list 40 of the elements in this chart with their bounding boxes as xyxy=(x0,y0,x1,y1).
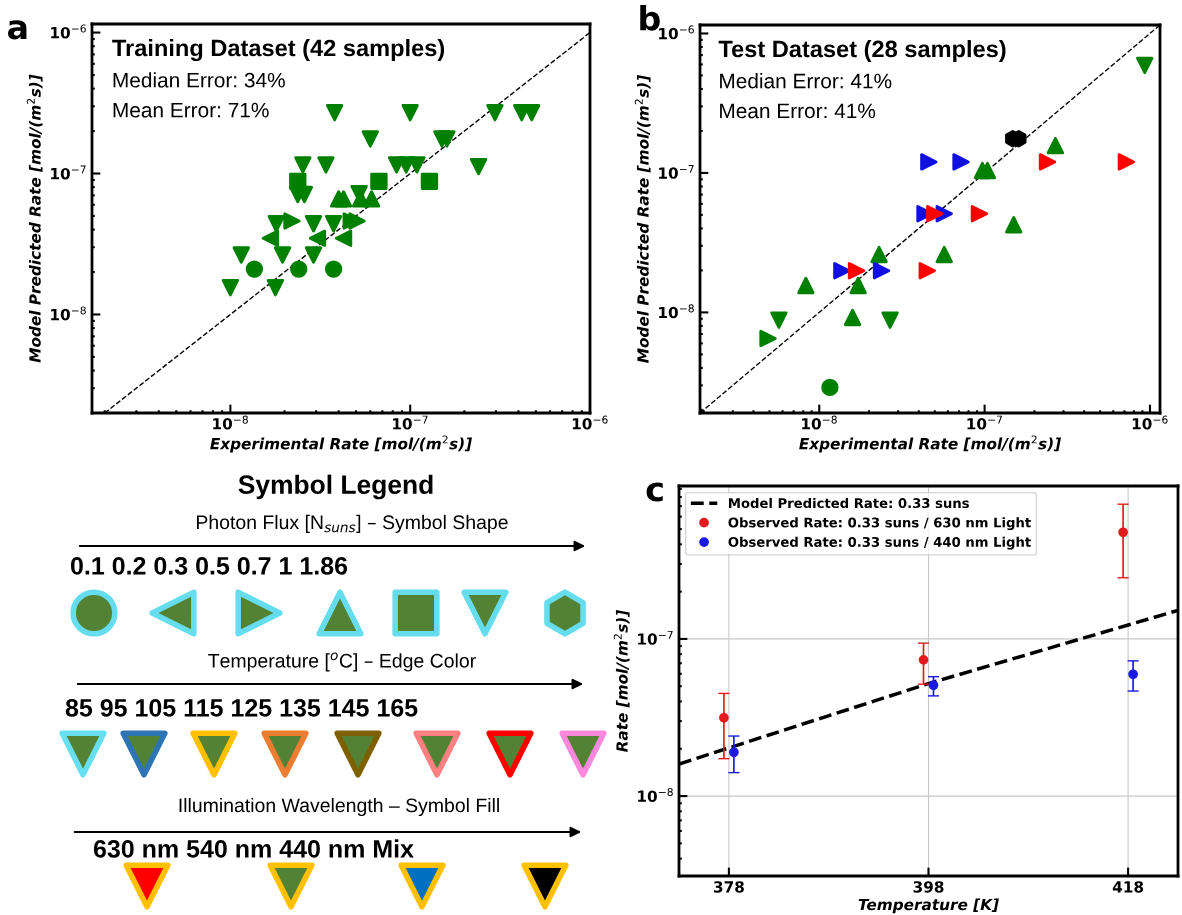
legend-label: Observed Rate: 0.33 suns / 440 nm Light xyxy=(728,536,1031,550)
text: 0.1 0.2 0.3 0.5 0.7 1 1.86 xyxy=(70,557,348,575)
y-tick-label: 10$^{−7}$ xyxy=(51,165,86,180)
y-axis-title: Model Predicted Rate [mol/(m$^{2}$s)] xyxy=(634,74,651,363)
annotation: Test Dataset (28 samples) xyxy=(718,39,1006,62)
x-tick-label: 10$^{−8}$ xyxy=(802,415,837,430)
annotation: Median Error: 41% xyxy=(720,73,892,89)
legend-label: Observed Rate: 0.33 suns / 630 nm Light xyxy=(728,517,1031,531)
x-tick-label: 378 xyxy=(713,881,744,893)
x-axis-title: Temperature [K] xyxy=(858,898,999,914)
x-tick-label: 10$^{−6}$ xyxy=(572,415,608,430)
text: Temperature [$^{o}$C] – Edge Color xyxy=(208,652,476,672)
y-axis-title: Model Predicted Rate [mol/(m$^{2}$s)] xyxy=(26,74,43,363)
annotation: Mean Error: 41% xyxy=(720,103,876,119)
text: Illumination Wavelength – Symbol Fill xyxy=(179,797,499,817)
x-tick-label: 398 xyxy=(913,881,944,893)
y-axis-title: Rate [mol/(m$^{2}$s)] xyxy=(613,609,630,753)
x-axis-title: Experimental Rate [mol/(m$^{2}$s)] xyxy=(210,435,472,453)
text: Symbol Legend xyxy=(238,474,433,500)
y-tick-label: 10$^{−7}$ xyxy=(659,164,694,179)
chart-title: a xyxy=(7,20,27,40)
x-tick-label: 10$^{−7}$ xyxy=(967,415,1002,430)
x-tick-label: 10$^{−6}$ xyxy=(1132,415,1168,430)
x-tick-label: 10$^{−8}$ xyxy=(213,415,248,430)
chart-title: c xyxy=(646,482,663,502)
annotation: Median Error: 34% xyxy=(113,72,285,88)
annotation: Mean Error: 71% xyxy=(113,102,269,118)
chart-title: b xyxy=(640,4,660,31)
y-tick-label: 10$^{−6}$ xyxy=(51,24,86,39)
x-tick-label: 10$^{−7}$ xyxy=(393,415,428,430)
y-tick-label: 10$^{−6}$ xyxy=(659,25,694,40)
legend-label: Model Predicted Rate: 0.33 suns xyxy=(729,497,969,509)
annotation: Training Dataset (42 samples) xyxy=(112,39,445,62)
text: 85 95 105 115 125 135 145 165 xyxy=(65,699,418,717)
y-tick-label: 10$^{−8}$ xyxy=(659,304,694,319)
x-axis-title: Experimental Rate [mol/(m$^{2}$s)] xyxy=(799,435,1061,453)
y-tick-label: 10$^{−8}$ xyxy=(51,306,86,321)
text: Photon Flux [N$_{suns}$] – Symbol Shape xyxy=(196,514,508,533)
x-tick-label: 418 xyxy=(1112,881,1144,893)
text: 630 nm 540 nm 440 nm Mix xyxy=(93,839,414,858)
